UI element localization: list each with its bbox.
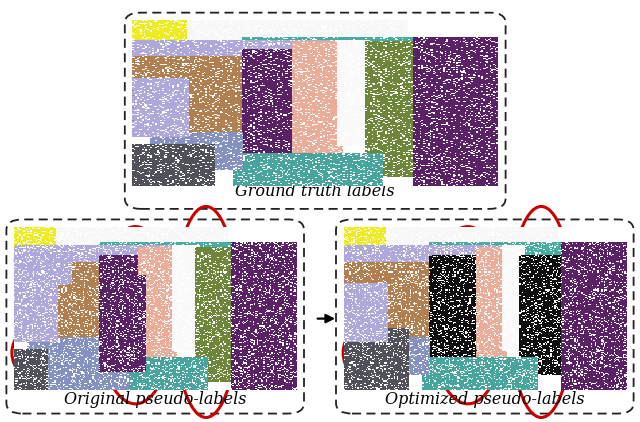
- Text: Optimized pseudo-labels: Optimized pseudo-labels: [385, 392, 584, 408]
- Text: Ground truth labels: Ground truth labels: [236, 183, 395, 200]
- Text: Original pseudo-labels: Original pseudo-labels: [64, 392, 246, 408]
